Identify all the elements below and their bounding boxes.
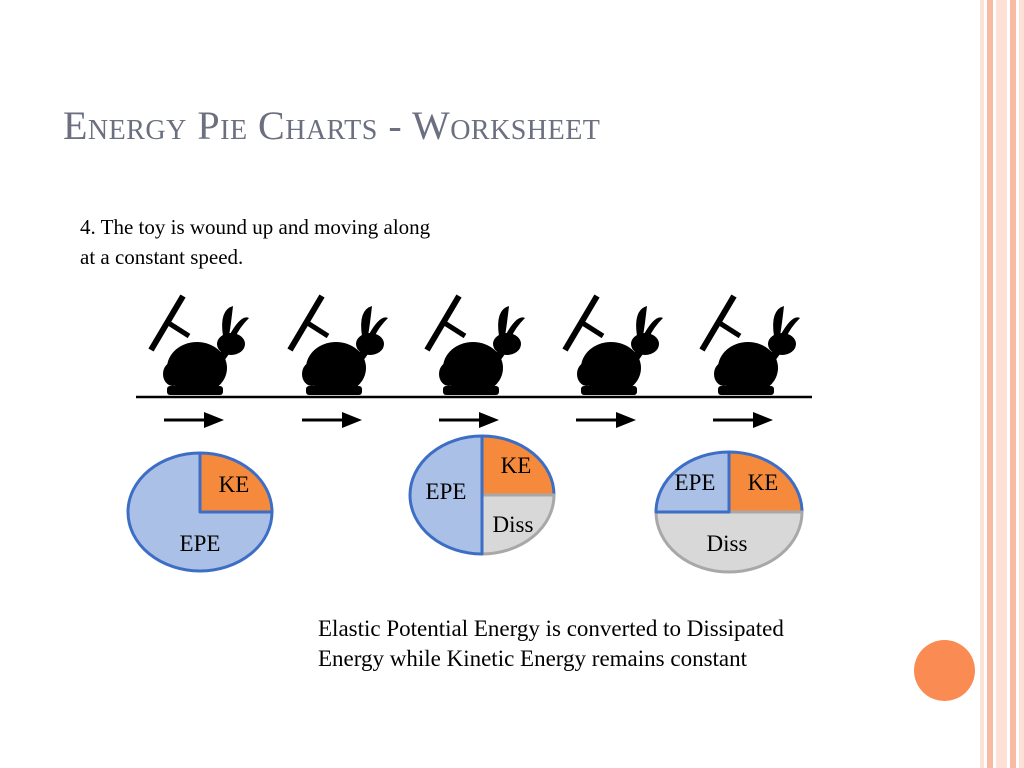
wind-up-rabbit-icon [565, 296, 663, 395]
pie-slice-epe [408, 434, 484, 556]
pie-slice-diss [654, 510, 804, 574]
energy-pie-charts: KE EPE KE Diss EPE KE Diss EPE [126, 434, 804, 574]
pie-label-epe: EPE [426, 479, 467, 504]
slide-title: Energy Pie Charts - Worksheet [63, 103, 601, 148]
pie-label-diss: Diss [707, 531, 748, 556]
stripe-5 [1019, 0, 1024, 768]
right-arrow-icon [437, 410, 501, 430]
question-text: 4. The toy is wound up and moving along … [80, 212, 540, 272]
wind-up-rabbit-icon [702, 296, 800, 395]
pie-slice-ke [198, 451, 274, 514]
pie-label-ke: KE [748, 470, 779, 495]
pie-slice-epe [126, 451, 274, 573]
right-arrow-icon [162, 410, 226, 430]
right-arrow-icon [300, 410, 364, 430]
pie-slice-epe [654, 450, 731, 514]
decorative-border-stripes [980, 0, 1024, 768]
pie-label-epe: EPE [180, 531, 221, 556]
wind-up-rabbit-icon [151, 296, 249, 395]
wind-up-rabbit-icon [427, 296, 525, 395]
question-line-1: 4. The toy is wound up and moving along [80, 215, 431, 239]
stripe-1 [980, 0, 984, 768]
pie-label-ke: KE [219, 472, 250, 497]
pie-slice-diss [480, 493, 556, 556]
right-arrow-icon [574, 410, 638, 430]
caption-text: Elastic Potential Energy is converted to… [318, 616, 784, 671]
stripe-4 [1010, 0, 1016, 768]
stripe-3 [996, 0, 1007, 768]
pie-label-epe: EPE [675, 470, 716, 495]
accent-dot [914, 640, 975, 701]
pie-slice-ke [480, 434, 556, 497]
wind-up-rabbit-icon [290, 296, 388, 395]
stripe-2 [987, 0, 993, 768]
pie-label-ke: KE [501, 453, 532, 478]
right-arrow-icon [711, 410, 775, 430]
pie-slice-ke [727, 450, 804, 514]
question-line-2: at a constant speed. [80, 245, 244, 269]
pie-label-diss: Diss [493, 512, 534, 537]
